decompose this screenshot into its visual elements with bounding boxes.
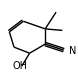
- Text: OH: OH: [13, 61, 28, 71]
- Text: N: N: [69, 46, 76, 56]
